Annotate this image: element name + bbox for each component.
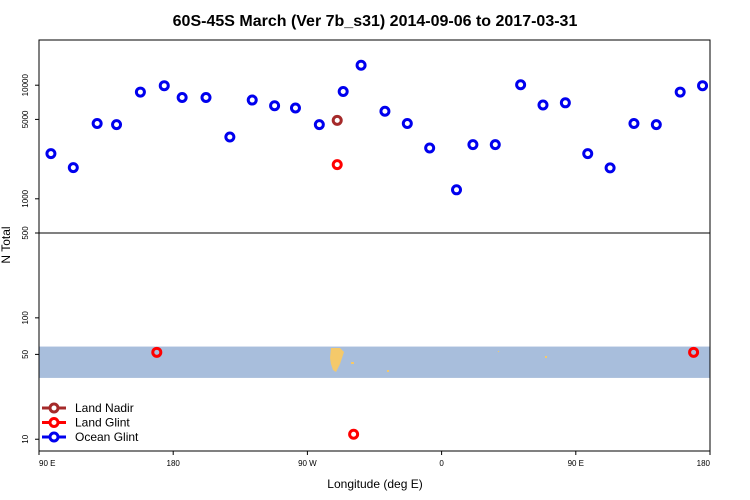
x-tick-label: 0	[439, 459, 444, 468]
ocean-glint-point	[269, 100, 281, 112]
ocean-glint-point	[224, 131, 236, 143]
legend-marker	[48, 431, 60, 443]
land-nadir-point	[331, 114, 343, 126]
latitude-band	[39, 346, 710, 378]
ocean-glint-point	[200, 91, 212, 103]
ocean-glint-point	[337, 86, 349, 98]
south-america-tip	[330, 348, 344, 372]
ocean-glint-point	[313, 119, 325, 131]
x-tick-label: 90 E	[568, 459, 584, 468]
legend-label: Land Glint	[75, 416, 130, 430]
island-2	[387, 370, 389, 372]
x-tick-label: 90 W	[298, 459, 317, 468]
x-axis-label: Longitude (deg E)	[327, 477, 422, 491]
y-tick-label: 1000	[21, 189, 30, 207]
ocean-glint-point	[537, 99, 549, 111]
island-3	[545, 356, 547, 358]
ocean-glint-point	[515, 79, 527, 91]
x-tick-label: 180	[167, 459, 181, 468]
ocean-glint-point	[45, 148, 57, 160]
ocean-glint-point	[559, 97, 571, 109]
ocean-glint-point	[489, 139, 501, 151]
ocean-glint-point	[451, 184, 463, 196]
legend-marker	[48, 402, 60, 414]
ocean-glint-point	[111, 119, 123, 131]
y-tick-label: 100	[21, 311, 30, 325]
ocean-glint-point	[355, 59, 367, 71]
y-tick-label: 500	[21, 226, 30, 240]
land-glint-point	[151, 346, 163, 358]
ocean-glint-point	[158, 80, 170, 92]
ocean-glint-point	[134, 86, 146, 98]
ocean-glint-point	[246, 94, 258, 106]
ocean-glint-point	[289, 102, 301, 114]
land-glint-point	[348, 428, 360, 440]
y-axis-label: N Total	[0, 226, 13, 263]
ocean-glint-point	[67, 162, 79, 174]
y-axis-ticks: 500 1000 5000 10000 10 50 100	[21, 74, 39, 444]
ocean-glint-point	[467, 139, 479, 151]
land-glint-point	[331, 159, 343, 171]
ocean-glint-point	[674, 86, 686, 98]
island-4	[498, 351, 499, 352]
y-tick-label: 5000	[21, 110, 30, 128]
ocean-glint-point	[582, 148, 594, 160]
land-outline	[330, 348, 547, 372]
island-1	[351, 362, 354, 364]
ocean-glint-point	[604, 162, 616, 174]
legend-label: Ocean Glint	[75, 430, 139, 444]
ocean-glint-point	[91, 118, 103, 130]
lower-panel-band	[39, 346, 710, 378]
x-tick-label: 90 E	[39, 459, 55, 468]
ocean-glint-point	[401, 118, 413, 130]
ocean-glint-point	[650, 119, 662, 131]
ocean-glint-point	[379, 105, 391, 117]
ocean-glint-point	[176, 91, 188, 103]
y-tick-label: 50	[21, 349, 30, 358]
y-tick-label: 10000	[21, 74, 30, 97]
legend-label: Land Nadir	[75, 401, 134, 415]
ocean-glint-point	[424, 142, 436, 154]
legend-marker	[48, 417, 60, 428]
y-tick-label: 10	[21, 434, 30, 443]
ocean-glint-point	[628, 118, 640, 130]
land-glint-point	[688, 346, 700, 358]
x-axis-ticks: 90 E 180 90 W 0 90 E 180	[38, 451, 711, 468]
plot-frame	[38, 39, 711, 452]
chart-title: 60S-45S March (Ver 7b_s31) 2014-09-06 to…	[173, 13, 578, 30]
data-points	[45, 59, 709, 440]
ocean-glint-point	[697, 80, 709, 92]
x-tick-label: 180	[697, 459, 711, 468]
